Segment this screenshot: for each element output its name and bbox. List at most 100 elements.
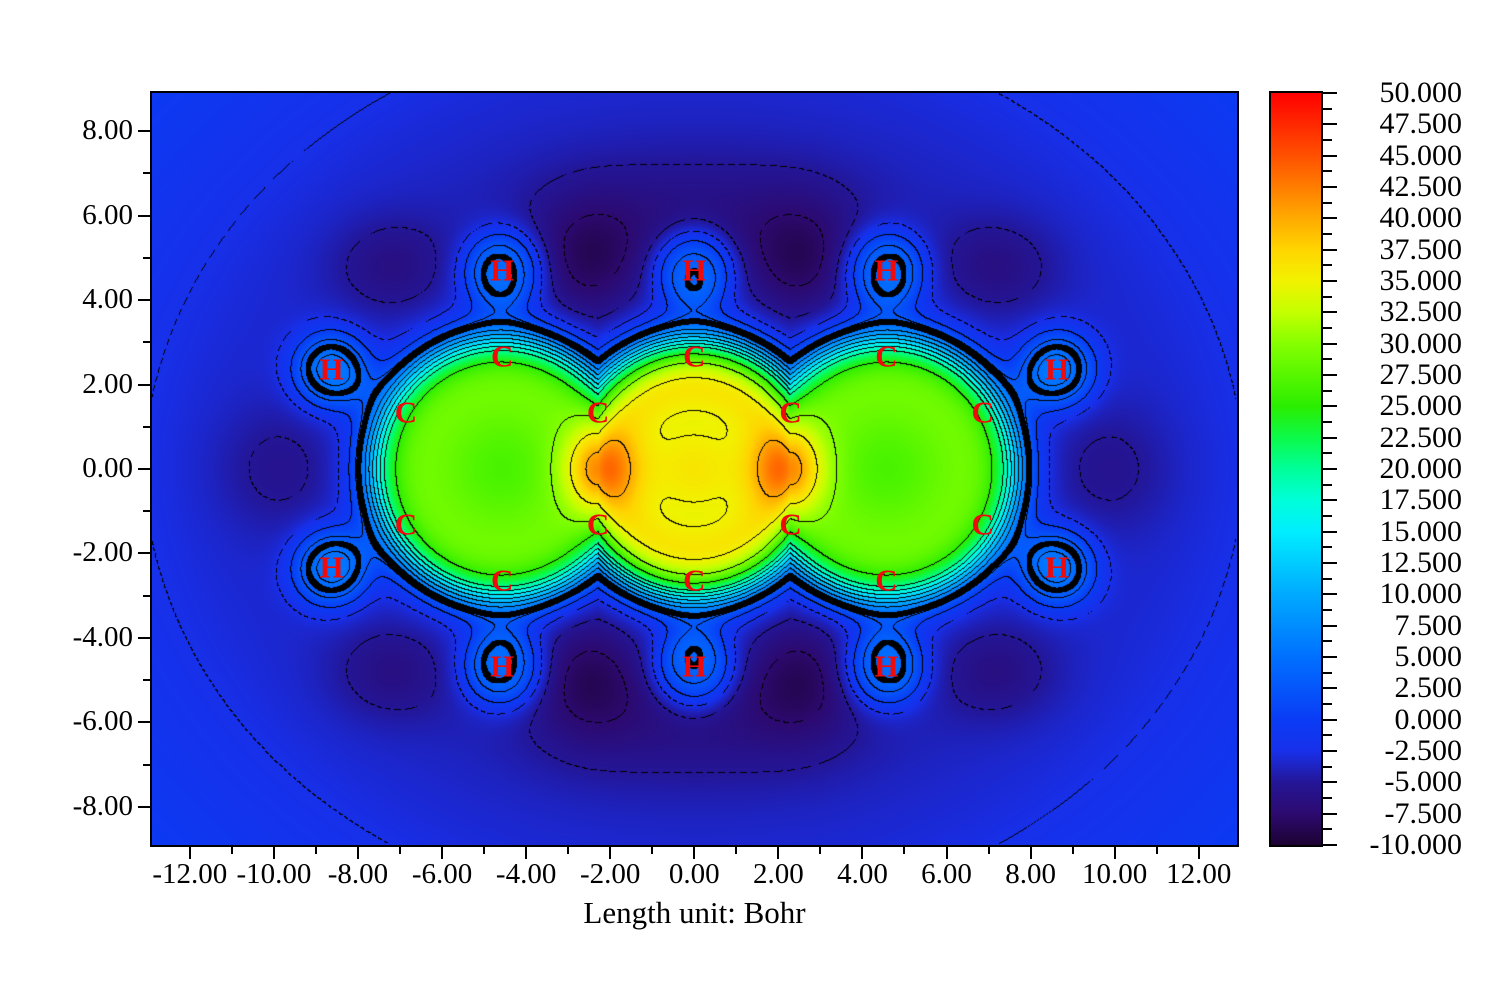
colorbar-major-tick [1323,656,1337,658]
colorbar-tick-label: 50.000 [1379,76,1463,109]
colorbar-tick-label: 35.000 [1379,264,1463,297]
x-axis-tick-label: -12.00 [152,858,228,890]
y-axis-tick-label: 6.00 [82,198,133,231]
y-axis-minor-tick [143,341,150,344]
colorbar-tick-label: 7.500 [1394,608,1463,642]
x-axis-major-tick [188,847,191,859]
x-axis-tick-label: -8.00 [327,858,389,890]
colorbar-major-tick [1323,624,1337,627]
y-axis-tick-label: -4.00 [72,620,133,653]
colorbar-major-tick [1323,374,1337,376]
colorbar-major-tick [1323,248,1337,251]
colorbar-tick-label: 17.500 [1379,483,1463,517]
x-axis-minor-tick [819,847,822,854]
colorbar-tick-label: 25.000 [1379,389,1463,423]
atom-label-C: C [586,394,610,430]
colorbar-tick-label: -2.500 [1384,734,1463,767]
atom-label-C: C [586,506,610,542]
colorbar-minor-tick [1323,797,1332,799]
colorbar-minor-tick [1323,671,1332,674]
colorbar-minor-tick [1323,734,1332,737]
colorbar-tick-label: 22.500 [1379,420,1463,454]
y-axis-tick-label: -6.00 [72,705,133,738]
colorbar-gradient [1271,93,1321,845]
atom-label-C: C [490,338,514,374]
colorbar-minor-tick [1323,577,1332,580]
colorbar-minor-tick [1323,483,1332,486]
colorbar-major-tick [1323,280,1337,282]
atom-label-H: H [319,351,344,387]
atom-label-C: C [971,506,994,542]
y-axis-major-tick [138,299,150,301]
colorbar-minor-tick [1323,765,1332,768]
x-axis-tick-label: 2.00 [752,858,804,890]
colorbar-minor-tick [1323,358,1332,361]
colorbar-tick-label: 40.000 [1379,201,1463,235]
colorbar-major-tick [1323,593,1337,596]
atom-label-H: H [1045,549,1070,585]
y-axis-major-tick [138,214,150,217]
x-axis-tick-label: -6.00 [411,858,473,890]
colorbar-major-tick [1323,342,1337,345]
y-axis-tick-label: -2.00 [72,536,133,569]
colorbar-minor-tick [1323,107,1332,110]
x-axis-major-tick [1113,847,1116,859]
y-axis-minor-tick [143,594,150,597]
x-axis-minor-tick [483,847,486,854]
x-axis-major-tick [945,847,948,859]
y-axis-major-tick [138,130,150,133]
colorbar-major-tick [1323,217,1337,220]
colorbar-tick-label: -5.000 [1384,765,1463,799]
colorbar-minor-tick [1323,389,1332,392]
x-axis-tick-label: 6.00 [921,858,972,890]
colorbar-major-tick [1323,186,1337,188]
x-axis-major-tick [441,847,444,859]
colorbar-minor-tick [1323,139,1332,141]
colorbar-tick-label: 30.000 [1379,326,1463,360]
x-axis-minor-tick [1155,847,1158,854]
colorbar-major-tick [1323,436,1337,439]
y-axis-minor-tick [143,425,150,428]
colorbar-tick-label: 45.000 [1379,138,1463,172]
y-axis-minor-tick [143,763,150,766]
colorbar-major-tick [1323,530,1337,533]
colorbar-major-tick [1323,123,1337,126]
y-axis-major-tick [138,636,150,639]
colorbar-minor-tick [1323,828,1332,831]
colorbar-tick-label: 27.500 [1379,358,1463,391]
atom-label-C: C [683,561,706,597]
x-axis-tick-label: 4.00 [837,858,888,890]
colorbar-minor-tick [1323,609,1332,611]
colorbar-tick-label: 37.500 [1379,232,1463,266]
colorbar-minor-tick [1323,515,1332,517]
colorbar-major-tick [1323,781,1337,784]
colorbar-minor-tick [1323,201,1332,204]
atom-label-H: H [1045,351,1070,387]
x-axis-minor-tick [399,847,402,854]
colorbar-major-tick [1323,311,1337,314]
x-axis-tick-label: -2.00 [579,858,641,890]
colorbar-tick-label: 0.000 [1394,702,1463,736]
colorbar-tick-label: -7.500 [1384,796,1463,830]
atom-label-H: H [490,648,515,684]
colorbar-minor-tick [1323,703,1332,705]
y-axis-major-tick [138,468,150,470]
x-axis-major-tick [525,847,528,859]
y-axis-tick-label: 2.00 [82,367,133,400]
colorbar-tick-label: 2.500 [1394,671,1463,705]
y-axis-tick-label: -8.00 [72,789,133,822]
y-axis-major-tick [138,805,150,808]
x-axis-major-tick [693,847,696,859]
colorbar-tick-label: 47.500 [1379,107,1463,141]
colorbar-tick-label: 42.500 [1379,170,1463,203]
y-axis-minor-tick [143,679,150,682]
colorbar-major-tick [1323,812,1337,815]
x-axis-tick-label: -10.00 [236,858,312,890]
atom-label-H: H [319,549,344,585]
y-axis-minor-tick [143,510,150,513]
x-axis-minor-tick [987,847,990,854]
x-axis-tick-label: 8.00 [1005,858,1056,890]
x-axis-minor-tick [567,847,570,854]
x-axis-major-tick [1197,847,1200,859]
x-axis-tick-label: 12.00 [1166,858,1232,890]
